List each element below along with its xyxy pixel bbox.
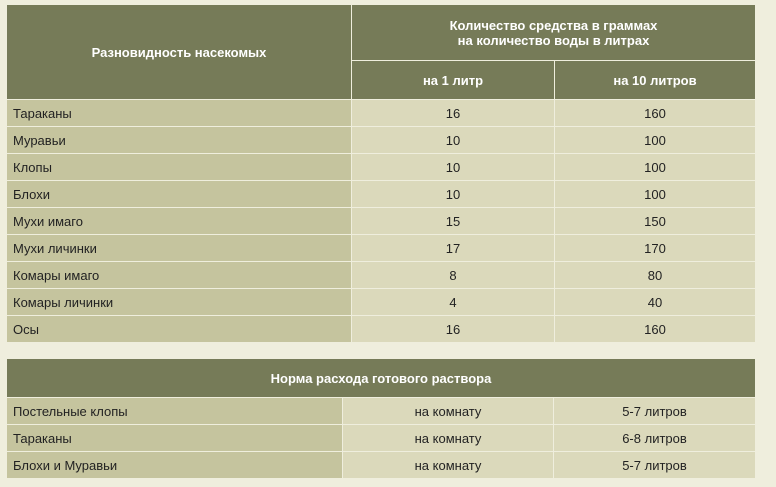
row-label: Тараканы	[6, 99, 352, 127]
cell-value-2: 170	[554, 234, 756, 262]
row-label: Тараканы	[6, 424, 343, 452]
table-row: Муравьи 10 100	[6, 126, 756, 154]
cell-value-2: 100	[554, 180, 756, 208]
consumption-table: Норма расхода готового раствора Постельн…	[6, 358, 756, 479]
row-label: Комары личинки	[6, 288, 352, 316]
cell-value-1: на комнату	[342, 424, 554, 452]
header-group-line1: Количество средства в граммах	[449, 17, 658, 33]
cell-value-1: 10	[351, 153, 555, 181]
cell-value-1: 16	[351, 315, 555, 343]
cell-value-2: 80	[554, 261, 756, 289]
row-label: Постельные клопы	[6, 397, 343, 425]
cell-value-2: 100	[554, 153, 756, 181]
consumption-header: Норма расхода готового раствора	[6, 358, 756, 398]
row-label: Блохи и Муравьи	[6, 451, 343, 479]
table-row: Мухи имаго 15 150	[6, 207, 756, 235]
cell-value-1: на комнату	[342, 397, 554, 425]
table-row: Постельные клопы на комнату 5-7 литров	[6, 397, 756, 425]
cell-value-1: 15	[351, 207, 555, 235]
cell-value-2: 5-7 литров	[553, 397, 756, 425]
table-row: Блохи 10 100	[6, 180, 756, 208]
table-row: Комары личинки 4 40	[6, 288, 756, 316]
dosage-table: Разновидность насекомых Количество средс…	[6, 4, 756, 343]
cell-value-1: 16	[351, 99, 555, 127]
header-insect-type: Разновидность насекомых	[6, 4, 352, 100]
header-group: Количество средства в граммах на количест…	[351, 4, 756, 61]
table-row: Комары имаго 8 80	[6, 261, 756, 289]
cell-value-2: 40	[554, 288, 756, 316]
table-row: Тараканы на комнату 6-8 литров	[6, 424, 756, 452]
row-label: Комары имаго	[6, 261, 352, 289]
cell-value-2: 150	[554, 207, 756, 235]
cell-value-1: 4	[351, 288, 555, 316]
table-row: Мухи личинки 17 170	[6, 234, 756, 262]
cell-value-1: 17	[351, 234, 555, 262]
cell-value-2: 100	[554, 126, 756, 154]
cell-value-1: на комнату	[342, 451, 554, 479]
header-group-line2: на количество воды в литрах	[457, 32, 650, 48]
cell-value-1: 8	[351, 261, 555, 289]
cell-value-2: 160	[554, 99, 756, 127]
row-label: Муравьи	[6, 126, 352, 154]
cell-value-1: 10	[351, 180, 555, 208]
cell-value-2: 160	[554, 315, 756, 343]
row-label: Клопы	[6, 153, 352, 181]
table-row: Тараканы 16 160	[6, 99, 756, 127]
row-label: Мухи личинки	[6, 234, 352, 262]
cell-value-2: 6-8 литров	[553, 424, 756, 452]
table-row: Осы 16 160	[6, 315, 756, 343]
row-label: Мухи имаго	[6, 207, 352, 235]
table-row: Клопы 10 100	[6, 153, 756, 181]
cell-value-2: 5-7 литров	[553, 451, 756, 479]
table-row: Блохи и Муравьи на комнату 5-7 литров	[6, 451, 756, 479]
row-label: Осы	[6, 315, 352, 343]
header-1-liter: на 1 литр	[351, 60, 555, 100]
cell-value-1: 10	[351, 126, 555, 154]
header-10-liters: на 10 литров	[554, 60, 756, 100]
row-label: Блохи	[6, 180, 352, 208]
